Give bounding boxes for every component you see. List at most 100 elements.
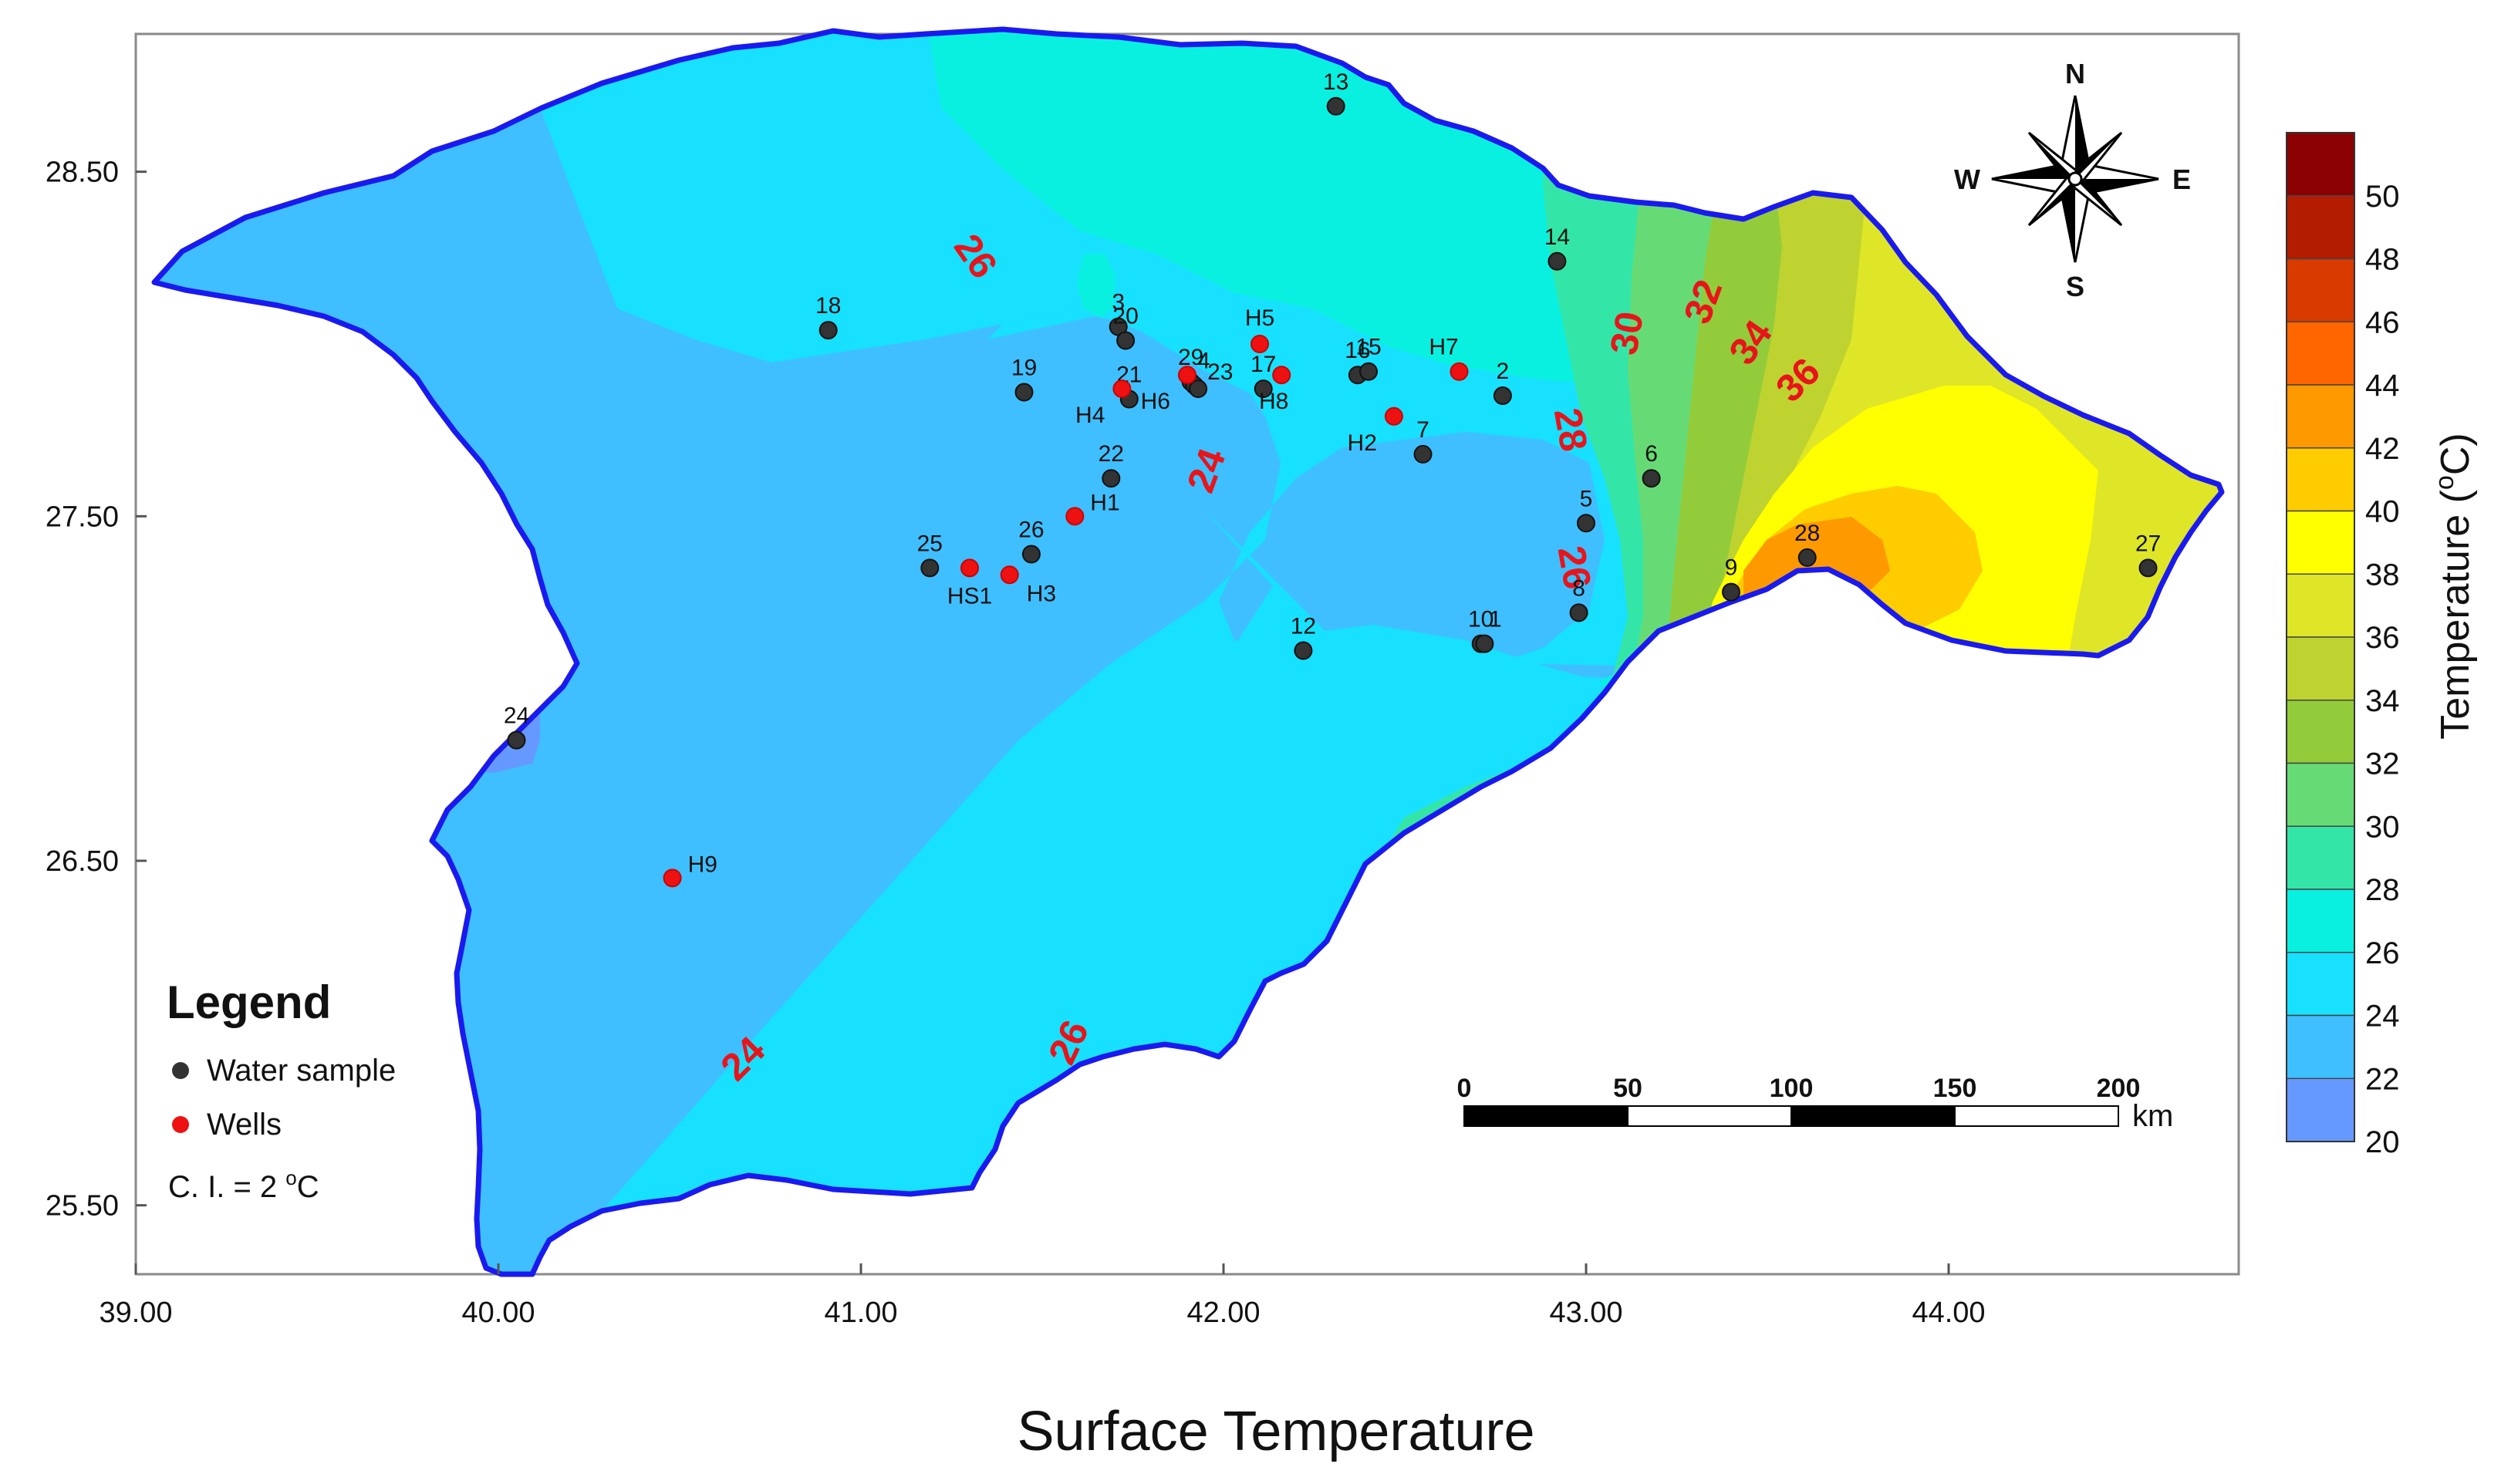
well-label: HS1 xyxy=(947,583,992,609)
water-sample-label: 19 xyxy=(1011,356,1037,381)
colorbar-band xyxy=(2286,1078,2355,1142)
water-sample-marker xyxy=(1014,383,1034,402)
water-sample-marker xyxy=(1102,469,1121,488)
water-sample-marker xyxy=(507,730,526,750)
water-sample-label: 25 xyxy=(917,531,943,556)
colorbar-band xyxy=(2286,258,2355,322)
well-marker xyxy=(1000,565,1019,585)
legend-title: Legend xyxy=(167,976,331,1028)
water-sample-marker xyxy=(1413,444,1433,464)
colorbar-tick-label: 40 xyxy=(2365,495,2400,529)
legend-well-label: Wells xyxy=(207,1108,282,1142)
contour-label: 28 xyxy=(1546,405,1596,455)
water-sample-label: 4 xyxy=(1197,349,1210,374)
water-sample-label: 22 xyxy=(1099,441,1124,467)
colorbar-tick-label: 30 xyxy=(2365,810,2400,844)
y-tick-label: 25.50 xyxy=(46,1190,119,1223)
water-sample-marker xyxy=(1254,379,1273,399)
colorbar-tick-label: 46 xyxy=(2365,305,2400,339)
water-sample-label: 23 xyxy=(1207,359,1233,385)
colorbar-band xyxy=(2286,573,2355,638)
figure-title: Surface Temperature xyxy=(1017,1401,1534,1462)
well-label: H5 xyxy=(1245,305,1274,331)
water-sample-label: 7 xyxy=(1416,417,1429,443)
x-tick-label: 44.00 xyxy=(1912,1297,1985,1329)
colorbar-tick-label: 50 xyxy=(2365,180,2400,214)
water-sample-marker xyxy=(1294,641,1313,660)
scale-seg-3 xyxy=(1791,1106,1955,1126)
x-tick-label: 41.00 xyxy=(824,1297,897,1329)
legend: Legend Water sample Wells C. I. = 2 oC xyxy=(167,976,396,1204)
well-label: H2 xyxy=(1348,430,1377,456)
colorbar-tick-label: 48 xyxy=(2365,243,2400,277)
colorbar-band xyxy=(2286,1014,2355,1079)
water-sample-marker xyxy=(1116,331,1136,350)
water-sample-marker xyxy=(1021,545,1041,564)
water-sample-marker xyxy=(1797,548,1817,567)
region-outline xyxy=(151,26,2225,1277)
well-label: H8 xyxy=(1259,389,1288,414)
water-sample-label: 28 xyxy=(1794,521,1820,546)
water-sample-label: 1 xyxy=(1489,607,1502,632)
colorbar-band xyxy=(2286,952,2355,1017)
water-sample-label: 16 xyxy=(1345,338,1370,363)
water-sample-marker xyxy=(2138,558,2158,578)
well-label: H4 xyxy=(1075,403,1105,428)
water-sample-label: 12 xyxy=(1291,614,1316,639)
legend-water-marker xyxy=(172,1062,189,1079)
compass-rose: N S E W xyxy=(1954,58,2191,302)
colorbar-band xyxy=(2286,762,2355,827)
water-sample-label: 8 xyxy=(1572,575,1585,601)
water-sample-label: 20 xyxy=(1112,304,1138,329)
contour-label: 26 xyxy=(1550,542,1600,592)
water-sample-label: 6 xyxy=(1645,441,1658,467)
water-sample-label: 15 xyxy=(1355,335,1381,360)
water-sample-label: 10 xyxy=(1468,607,1494,632)
water-sample-label: 9 xyxy=(1725,555,1738,581)
scale-bar: 0 50 100 150 200 km xyxy=(1457,1074,2174,1133)
colorbar-band xyxy=(2286,321,2355,386)
water-sample-label: 17 xyxy=(1250,352,1276,377)
well-label: H1 xyxy=(1090,490,1119,515)
legend-contour-interval: C. I. = 2 oC xyxy=(168,1166,319,1204)
water-sample-label: 18 xyxy=(815,293,841,319)
colorbar-tick-label: 42 xyxy=(2365,432,2400,466)
scale-unit: km xyxy=(2132,1099,2173,1133)
well-marker xyxy=(1272,366,1291,385)
water-sample-marker xyxy=(1359,362,1378,381)
colorbar-tick-label: 24 xyxy=(2365,1000,2400,1034)
colorbar-tick-label: 36 xyxy=(2365,621,2400,655)
legend-water-label: Water sample xyxy=(207,1054,396,1088)
scale-label: 200 xyxy=(2097,1074,2141,1103)
x-tick-label: 40.00 xyxy=(461,1297,535,1329)
water-sample-marker xyxy=(1642,469,1661,488)
colorbar-tick-label: 34 xyxy=(2365,684,2400,718)
colorbar-band xyxy=(2286,510,2355,575)
water-sample-label: 27 xyxy=(2135,531,2161,556)
water-sample-label: 13 xyxy=(1323,69,1348,95)
well-label: H9 xyxy=(688,852,717,877)
water-sample-label: 29 xyxy=(1178,345,1203,370)
well-marker xyxy=(663,868,682,888)
colorbar-frame xyxy=(2286,132,2355,1142)
well-marker xyxy=(1384,406,1403,426)
axes: 39.00 40.00 41.00 42.00 43.00 44.00 28.50 27.50… xyxy=(46,157,1986,1329)
compass-center xyxy=(2067,171,2083,187)
colorbar-tick-label: 38 xyxy=(2365,558,2400,592)
zone-26-28-islet xyxy=(1077,65,1345,318)
water-sample-label: 5 xyxy=(1580,486,1593,511)
well-label: H7 xyxy=(1429,335,1458,360)
well-label: H3 xyxy=(1027,581,1056,606)
compass-n: N xyxy=(2065,58,2085,89)
scale-label: 0 xyxy=(1457,1074,1472,1103)
water-sample-marker xyxy=(1577,514,1595,533)
water-sample-label: 2 xyxy=(1497,359,1510,384)
contour-label: 30 xyxy=(1602,309,1652,359)
water-sample-marker xyxy=(1722,582,1740,602)
well-marker xyxy=(1112,379,1132,399)
water-sample-marker xyxy=(1569,603,1588,622)
scale-seg-1 xyxy=(1464,1106,1628,1126)
water-sample-marker xyxy=(818,321,838,340)
colorbar-tick-label: 26 xyxy=(2365,936,2400,970)
